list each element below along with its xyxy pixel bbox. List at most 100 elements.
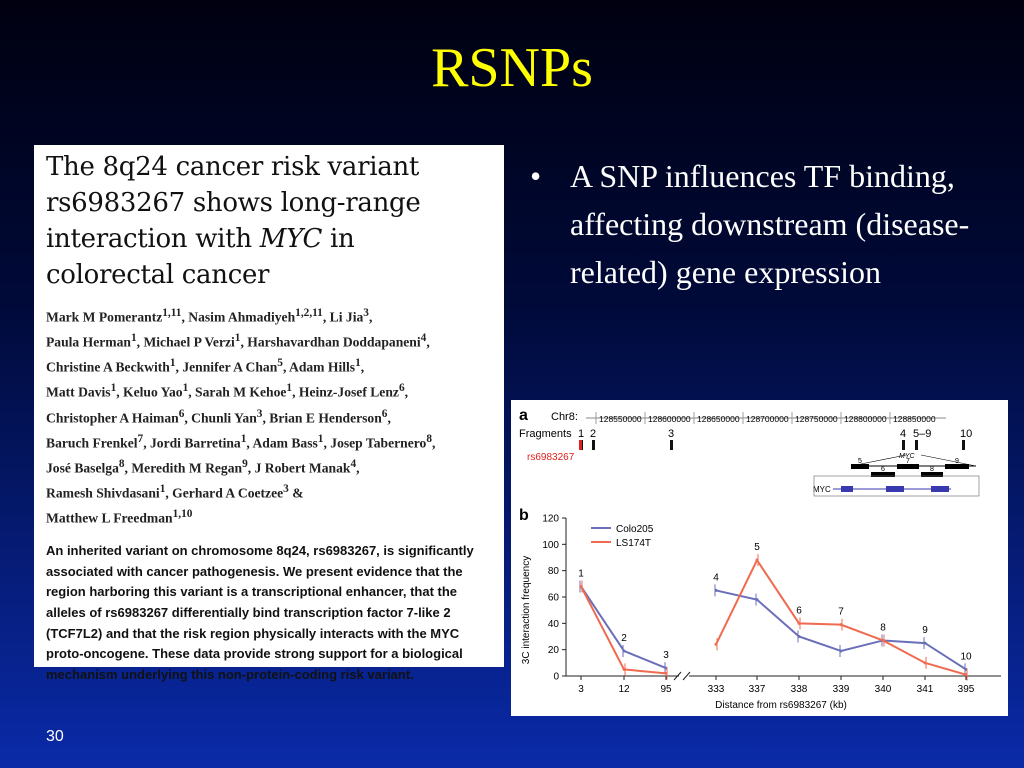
bullet-list: • A SNP influences TF binding, affecting… bbox=[530, 152, 1000, 296]
author-affiliation: 1 bbox=[130, 332, 137, 345]
author-affiliation: 1 bbox=[110, 382, 117, 395]
data-point bbox=[664, 671, 668, 675]
author-name: Baruch Frenkel bbox=[46, 435, 138, 451]
author-separator: , bbox=[356, 460, 360, 476]
x-axis-label: Distance from rs6983267 (kb) bbox=[715, 700, 847, 711]
figure-svg: a Chr8: 128550000 128600000 128650000 12870… bbox=[519, 407, 1001, 711]
author-name: Matthew L Freedman bbox=[46, 510, 173, 526]
author-separator: & bbox=[288, 485, 304, 501]
author-name: , Sarah M Kehoe bbox=[188, 384, 287, 400]
bullet-text: A SNP influences TF binding, affecting d… bbox=[570, 158, 970, 290]
legend-label: LS174T bbox=[616, 538, 651, 549]
x-tick-label: 337 bbox=[749, 684, 766, 695]
author-affiliation: 6 bbox=[178, 407, 185, 420]
author-affiliation: 1 bbox=[169, 357, 176, 370]
series-line-colo205 bbox=[715, 589, 967, 671]
fragment-id: 5–9 bbox=[913, 428, 931, 440]
author-separator: , bbox=[426, 334, 430, 350]
inset-fragment-blocks: 5 6 7 8 9 bbox=[851, 458, 969, 477]
inset-gene-label: MYC bbox=[899, 453, 916, 460]
author-affiliation: 3 bbox=[363, 307, 369, 319]
paper-authors: Mark M Pomerantz1,11, Nasim Ahmadiyeh1,2… bbox=[46, 303, 494, 529]
y-tick-label: 20 bbox=[548, 645, 560, 656]
data-point bbox=[622, 649, 626, 653]
data-point bbox=[714, 588, 718, 592]
fragment-mark bbox=[915, 440, 918, 450]
data-point bbox=[923, 641, 927, 645]
fragment-label: 9 bbox=[922, 625, 928, 636]
author-name: , Keluo Yao bbox=[116, 384, 183, 400]
chr-position-label: 128700000 bbox=[746, 414, 789, 424]
data-point bbox=[964, 673, 968, 677]
y-tick-label: 0 bbox=[553, 672, 559, 683]
inset-fragment-id: 7 bbox=[906, 458, 910, 465]
author-affiliation: 1 bbox=[159, 482, 166, 495]
data-point bbox=[797, 621, 801, 625]
author-separator: , bbox=[432, 435, 436, 451]
author-affiliation: 9 bbox=[242, 457, 248, 470]
inset-fragment-block bbox=[945, 464, 969, 469]
data-point bbox=[714, 642, 718, 646]
author-affiliation: 8 bbox=[426, 432, 432, 445]
fragment-mark bbox=[592, 440, 595, 450]
author-name: , Meredith M Regan bbox=[124, 460, 243, 476]
paper-title-line-4: colorectal cancer bbox=[46, 260, 270, 290]
data-point bbox=[881, 638, 885, 642]
inset-fragment-id: 8 bbox=[930, 466, 934, 473]
author-affiliation: 1,10 bbox=[172, 508, 193, 520]
author-affiliation: 1 bbox=[317, 432, 324, 445]
author-name: , J Robert Manak bbox=[247, 460, 351, 476]
y-axis-label: 3C interaction frequency bbox=[521, 556, 532, 664]
legend-label: Colo205 bbox=[616, 524, 654, 535]
data-point bbox=[839, 623, 843, 627]
author-name: , Michael P Verzi bbox=[136, 334, 235, 350]
data-point bbox=[755, 598, 759, 602]
author-name: , Li Jia bbox=[322, 309, 364, 325]
x-tick-label: 395 bbox=[958, 684, 975, 695]
author-affiliation: 1 bbox=[234, 332, 241, 345]
data-point bbox=[579, 584, 583, 588]
author-name: , Harshavardhan Doddapaneni bbox=[240, 334, 421, 350]
author-name: , Heinz-Josef Lenz bbox=[292, 384, 399, 400]
gene-exon-3 bbox=[931, 486, 949, 492]
fragment-id: 1 bbox=[578, 428, 584, 440]
snp-label: rs6983267 bbox=[527, 452, 575, 463]
fragment-label: 4 bbox=[713, 572, 719, 583]
fragment-marks: 1 2 3 4 5–9 10 bbox=[578, 428, 972, 450]
axis-break-mark bbox=[682, 671, 691, 681]
inset-fragment-block bbox=[851, 464, 869, 469]
chr-position-label: 128600000 bbox=[648, 414, 691, 424]
panel-b-label: b bbox=[519, 507, 529, 524]
author-name: , Josep Tabernero bbox=[323, 435, 427, 451]
fragment-mark bbox=[962, 440, 965, 450]
x-tick-label: 338 bbox=[791, 684, 808, 695]
data-point bbox=[797, 635, 801, 638]
author-affiliation: 7 bbox=[137, 432, 144, 445]
paper-title-line-2: rs6983267 shows long-range bbox=[46, 188, 421, 218]
bullet-dot-icon: • bbox=[530, 158, 542, 194]
x-tick-label: 340 bbox=[875, 684, 892, 695]
x-tick-label: 95 bbox=[660, 684, 672, 695]
x-tick-label: 3 bbox=[578, 684, 584, 695]
author-affiliation: 6 bbox=[398, 382, 405, 395]
chr-position-ticks: 128550000 128600000 128650000 128700000 1287… bbox=[595, 412, 936, 424]
author-affiliation: 1 bbox=[182, 382, 189, 395]
chr-label: Chr8: bbox=[551, 411, 578, 423]
author-affiliation: 3 bbox=[256, 407, 263, 420]
author-separator: , bbox=[368, 309, 373, 325]
author-affiliation: 1 bbox=[286, 382, 293, 395]
gene-exon-2 bbox=[886, 486, 904, 492]
author-name: , Adam Bass bbox=[246, 435, 318, 451]
gene-track-label: MYC bbox=[813, 485, 831, 494]
paper-title-line-1: The 8q24 cancer risk variant bbox=[46, 152, 420, 182]
data-point bbox=[839, 649, 843, 653]
data-point bbox=[755, 558, 759, 562]
author-name: , Jennifer A Chan bbox=[175, 359, 278, 375]
fragment-label: 7 bbox=[838, 607, 844, 618]
chr-position-label: 128850000 bbox=[893, 414, 936, 424]
author-name: , Chunli Yan bbox=[184, 410, 257, 426]
author-separator: , bbox=[387, 410, 391, 426]
author-separator: , bbox=[404, 384, 409, 400]
chr-position-label: 128750000 bbox=[795, 414, 838, 424]
chr-position-label: 128650000 bbox=[697, 414, 740, 424]
